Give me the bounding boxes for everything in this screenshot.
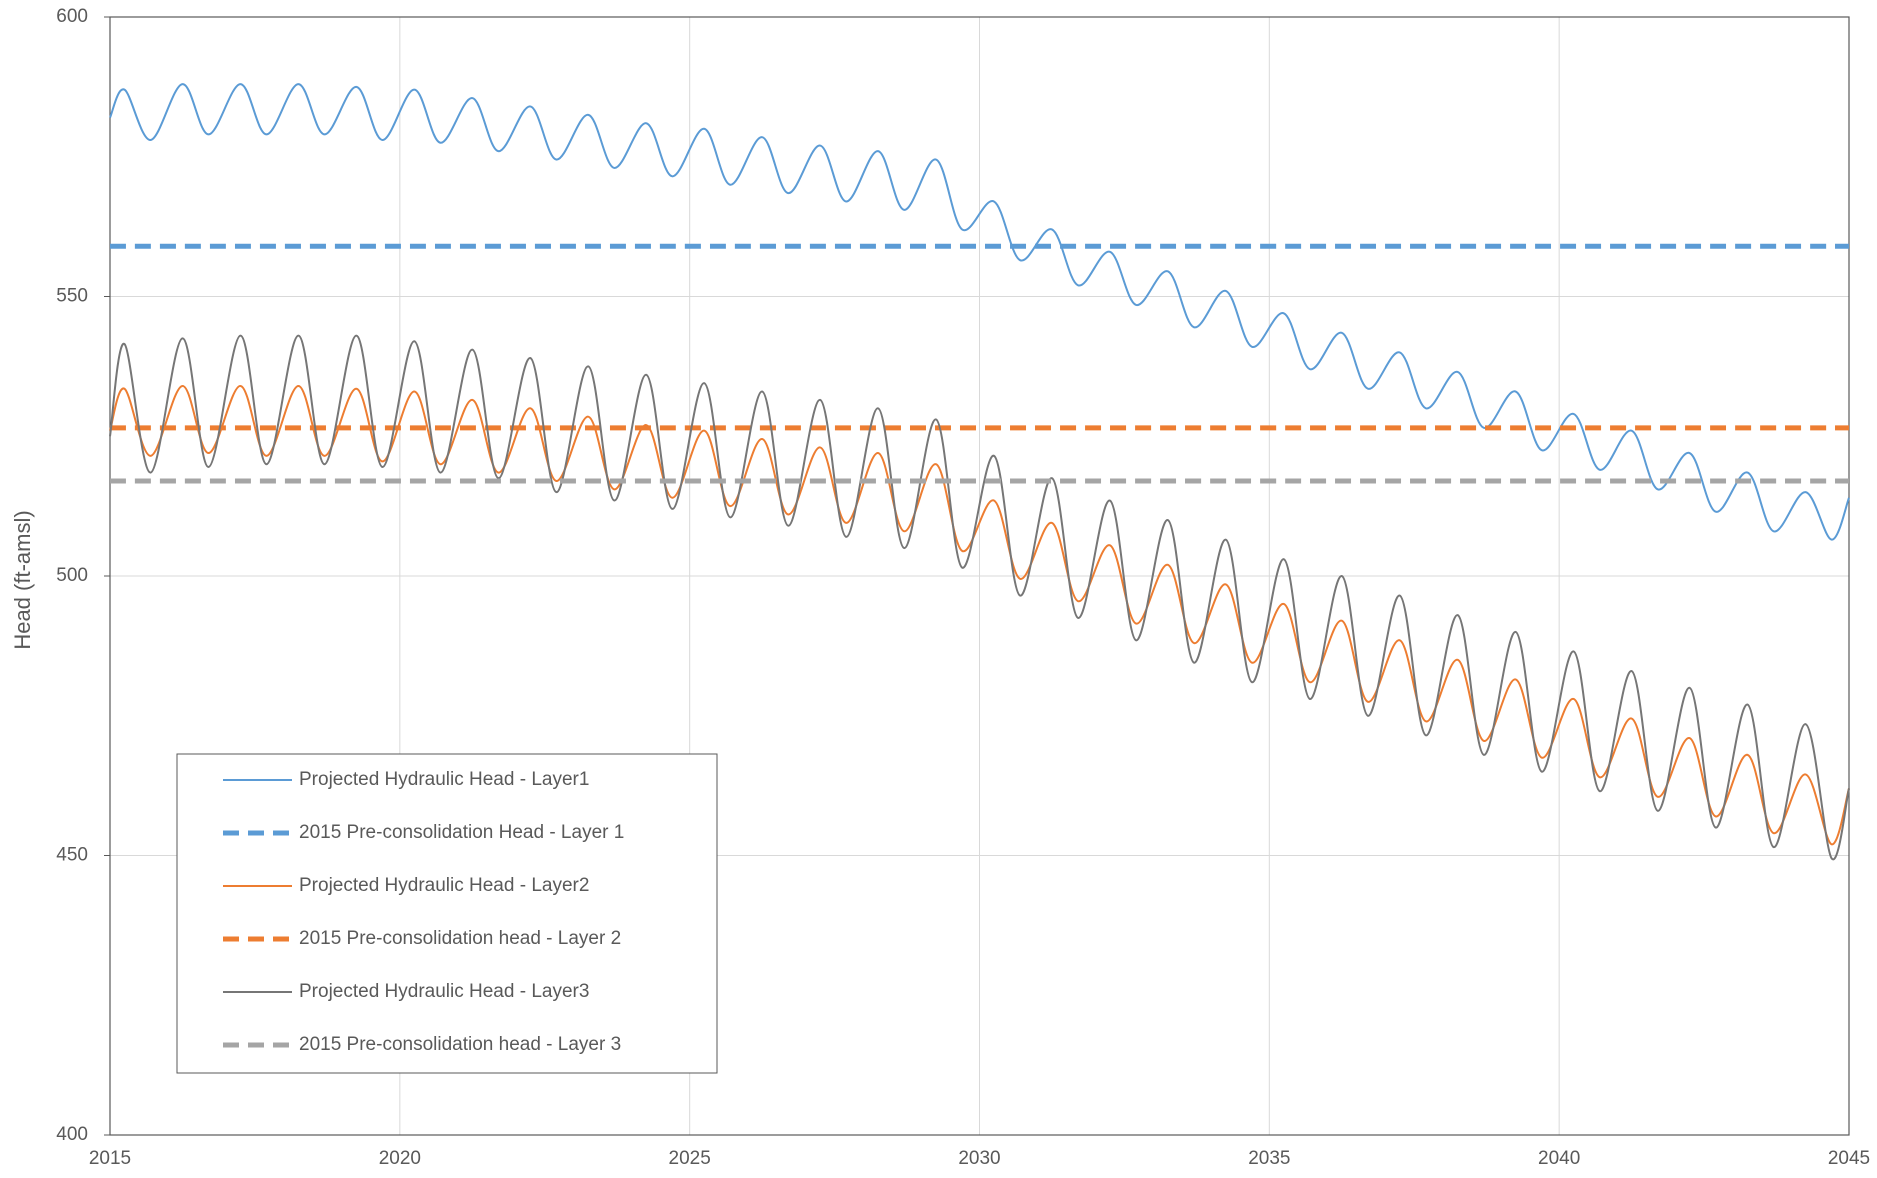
legend-label: 2015 Pre-consolidation Head - Layer 1 <box>299 822 624 843</box>
series-line <box>109 83 1850 541</box>
legend-label: 2015 Pre-consolidation head - Layer 2 <box>299 928 621 949</box>
legend-label: Projected Hydraulic Head - Layer3 <box>299 981 589 1002</box>
x-tick-label: 2045 <box>1828 1148 1870 1169</box>
y-axis-label: Head (ft-amsl) <box>10 510 35 649</box>
legend-label: 2015 Pre-consolidation head - Layer 3 <box>299 1034 621 1055</box>
x-tick-label: 2015 <box>89 1148 131 1169</box>
legend-label: Projected Hydraulic Head - Layer1 <box>299 769 589 790</box>
plot-frame <box>109 16 1850 1136</box>
y-tick-label: 550 <box>56 286 88 307</box>
x-tick-label: 2020 <box>379 1148 421 1169</box>
y-tick-label: 450 <box>56 845 88 866</box>
series-line <box>109 334 1850 861</box>
y-tick-label: 400 <box>56 1124 88 1145</box>
y-tick-label: 500 <box>56 565 88 586</box>
legend-box <box>176 753 718 1074</box>
x-tick-label: 2035 <box>1248 1148 1290 1169</box>
x-tick-label: 2040 <box>1538 1148 1580 1169</box>
x-tick-label: 2030 <box>958 1148 1000 1169</box>
legend-label: Projected Hydraulic Head - Layer2 <box>299 875 589 896</box>
y-tick-label: 600 <box>56 6 88 27</box>
x-tick-label: 2025 <box>669 1148 711 1169</box>
